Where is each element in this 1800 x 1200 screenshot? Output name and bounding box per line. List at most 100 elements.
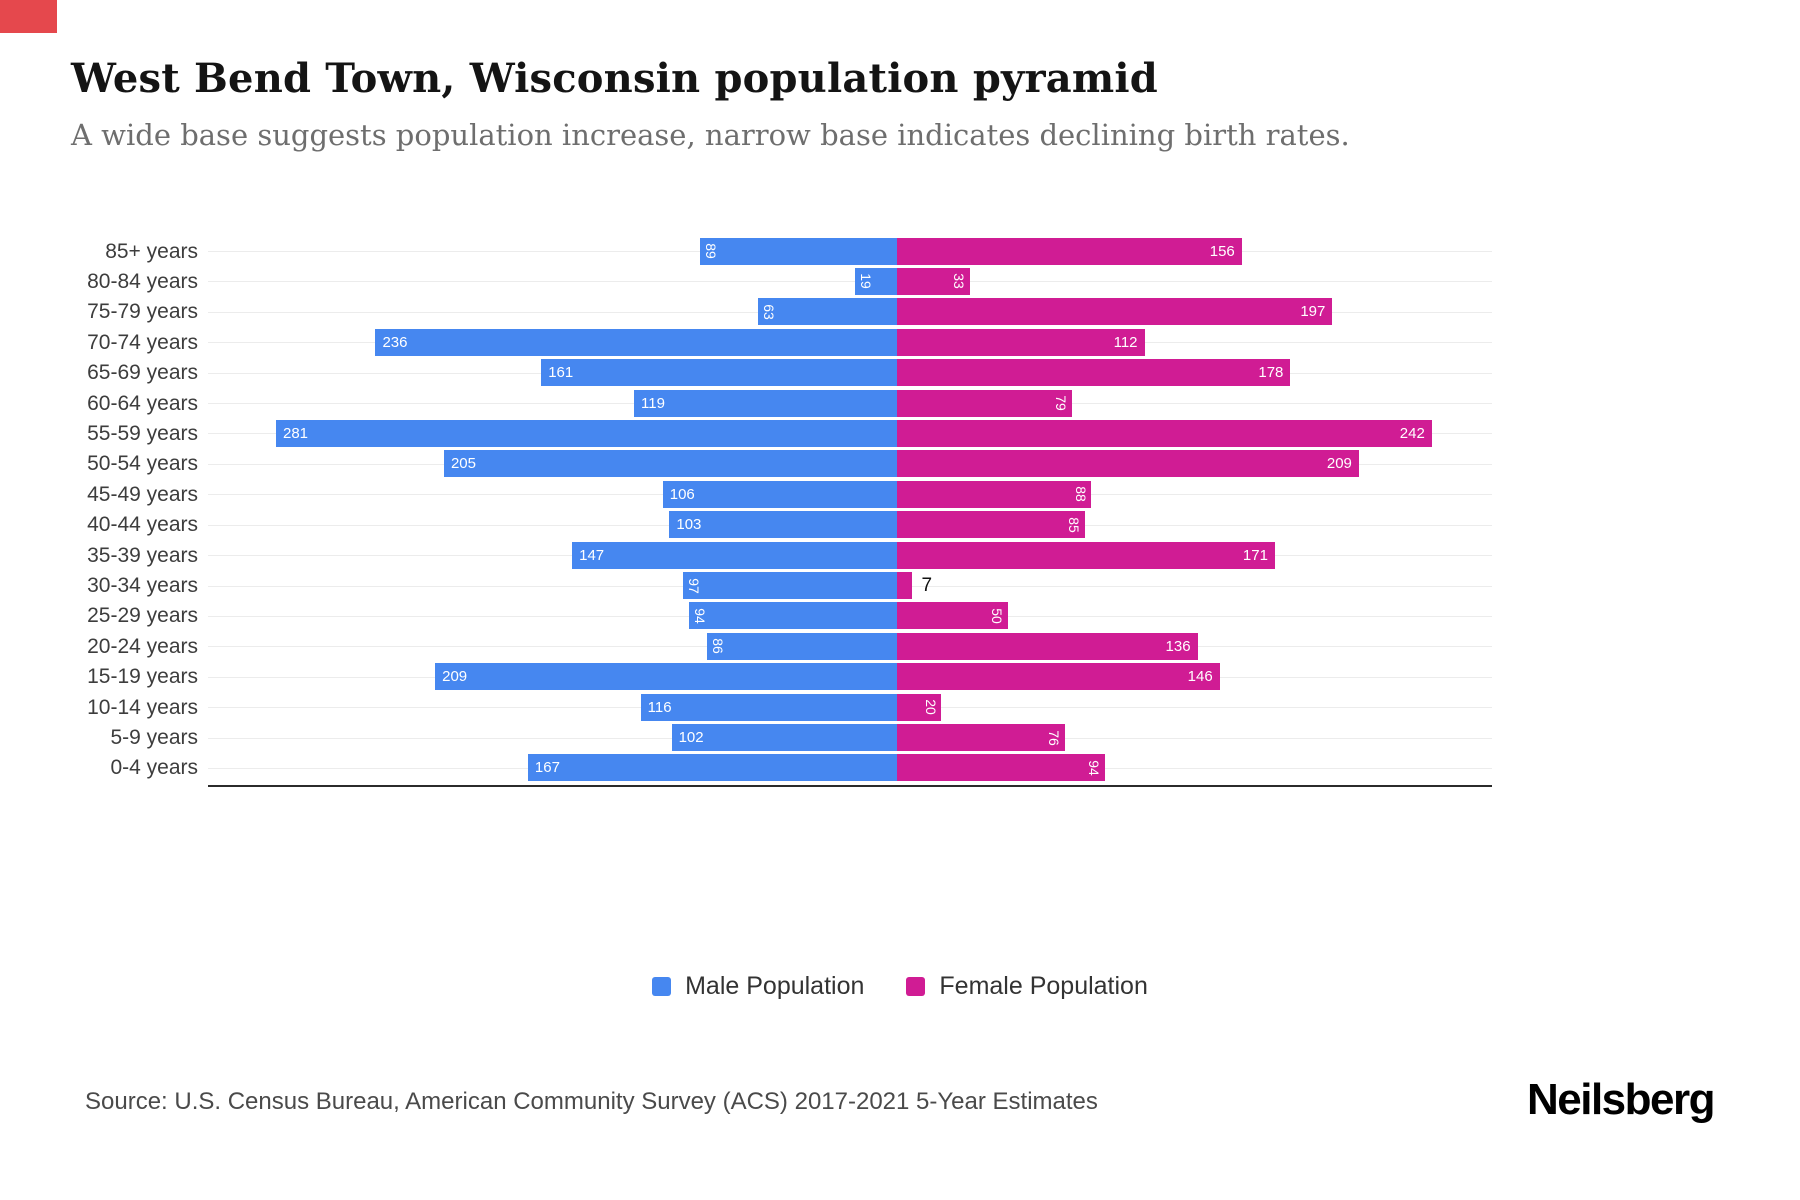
female-value-label: 136 xyxy=(1165,637,1191,655)
male-value-label: 167 xyxy=(534,759,560,777)
axis-label-65-69: 65-69 years xyxy=(87,361,198,385)
axis-label-5-9: 5-9 years xyxy=(110,726,198,750)
axis-label-30-34: 30-34 years xyxy=(87,574,198,597)
male-bar xyxy=(634,389,897,417)
male-bar xyxy=(671,724,897,752)
male-value-label: 161 xyxy=(548,364,574,382)
male-bar xyxy=(435,663,897,691)
male-bar xyxy=(375,328,897,356)
male-legend-swatch xyxy=(652,977,672,996)
axis-label-80-84: 80-84 years xyxy=(87,269,198,293)
legend-item-female[interactable]: Female Population xyxy=(906,972,1148,1001)
brand-accent-flag xyxy=(0,0,57,33)
male-value-label: 86 xyxy=(709,638,726,655)
male-value-label: 116 xyxy=(647,698,672,716)
grid-line xyxy=(208,281,1492,283)
female-value-label: 112 xyxy=(1113,333,1138,351)
neilsberg-logo: Neilsberg xyxy=(1526,1075,1716,1124)
legend-item-male[interactable]: Male Population xyxy=(652,972,864,1001)
male-bar xyxy=(443,450,897,478)
axis-label-10-14: 10-14 years xyxy=(87,695,198,719)
female-value-label: 94 xyxy=(1085,760,1102,776)
female-bar xyxy=(897,328,1145,356)
male-value-label: 97 xyxy=(685,577,702,594)
male-bar xyxy=(855,267,897,295)
male-bar xyxy=(541,359,897,387)
female-value-label: 171 xyxy=(1242,546,1268,564)
male-value-label: 236 xyxy=(382,333,408,351)
axis-label-70-74: 70-74 years xyxy=(87,330,198,354)
female-bar xyxy=(897,632,1198,660)
male-bar xyxy=(662,480,897,508)
male-value-label: 102 xyxy=(678,729,704,747)
male-value-label: 119 xyxy=(641,394,665,412)
female-legend-swatch xyxy=(906,977,926,996)
male-value-label: 89 xyxy=(703,243,720,259)
male-bar xyxy=(572,541,897,569)
male-value-label: 19 xyxy=(857,273,874,290)
female-value-label: 209 xyxy=(1326,455,1352,473)
axis-label-20-24: 20-24 years xyxy=(87,634,198,658)
male-bar xyxy=(640,693,897,721)
female-value-label: 146 xyxy=(1187,668,1213,686)
male-bar xyxy=(275,419,897,447)
female-value-label: 197 xyxy=(1300,303,1326,321)
axis-label-60-64: 60-64 years xyxy=(87,391,198,415)
axis-label-75-79: 75-79 years xyxy=(87,300,198,324)
axis-label-45-49: 45-49 years xyxy=(87,482,198,506)
male-value-label: 63 xyxy=(760,304,777,320)
chart-subtitle: A wide base suggests population increase… xyxy=(71,118,1350,152)
male-value-label: 106 xyxy=(669,485,695,503)
source-note: Source: U.S. Census Bureau, American Com… xyxy=(85,1088,1098,1115)
male-value-label: 147 xyxy=(579,546,605,564)
male-value-label: 94 xyxy=(692,608,709,624)
female-bar xyxy=(897,724,1065,752)
male-bar xyxy=(706,632,897,660)
female-bar xyxy=(897,359,1291,387)
axis-label-85+: 85+ years xyxy=(105,239,198,263)
axis-label-35-39: 35-39 years xyxy=(87,543,198,567)
female-value-label: 85 xyxy=(1066,516,1083,533)
female-bar xyxy=(897,511,1085,539)
axis-label-50-54: 50-54 years xyxy=(87,452,198,476)
male-value-label: 103 xyxy=(676,516,702,534)
female-bar xyxy=(897,572,913,599)
axis-label-15-19: 15-19 years xyxy=(87,665,198,689)
legend: Male Population Female Population xyxy=(0,972,1800,1001)
female-bar xyxy=(897,693,942,721)
male-bar xyxy=(669,511,897,539)
female-bar xyxy=(897,389,1072,417)
female-bar xyxy=(897,541,1275,569)
female-bar xyxy=(897,237,1242,265)
female-value-label: 76 xyxy=(1046,729,1063,746)
female-bar xyxy=(897,602,1008,630)
female-value-label: 79 xyxy=(1052,395,1069,411)
axis-label-0-4: 0-4 years xyxy=(110,756,198,780)
female-value-label: 33 xyxy=(951,273,968,290)
female-value-label: 242 xyxy=(1399,424,1425,442)
female-legend-label: Female Population xyxy=(939,972,1148,1000)
female-bar xyxy=(897,419,1432,447)
female-bar xyxy=(897,450,1359,478)
female-bar xyxy=(897,480,1092,508)
female-bar xyxy=(897,267,970,295)
female-value-label: 156 xyxy=(1209,242,1235,260)
male-bar xyxy=(757,298,897,326)
female-value-label: 20 xyxy=(922,699,939,715)
male-legend-label: Male Population xyxy=(685,972,865,1000)
female-value-label: 178 xyxy=(1258,364,1284,382)
female-value-label: 7 xyxy=(921,575,933,596)
female-bar xyxy=(897,754,1105,782)
male-value-label: 205 xyxy=(450,455,476,473)
female-bar xyxy=(897,298,1333,326)
female-bar xyxy=(897,663,1220,691)
axis-label-55-59: 55-59 years xyxy=(87,421,198,445)
chart-title: West Bend Town, Wisconsin population pyr… xyxy=(71,55,1158,102)
male-value-label: 209 xyxy=(442,668,468,686)
x-axis-line xyxy=(208,785,1492,787)
male-value-label: 281 xyxy=(282,424,309,442)
male-bar xyxy=(700,237,897,265)
female-value-label: 88 xyxy=(1072,486,1089,503)
axis-label-40-44: 40-44 years xyxy=(87,513,198,537)
